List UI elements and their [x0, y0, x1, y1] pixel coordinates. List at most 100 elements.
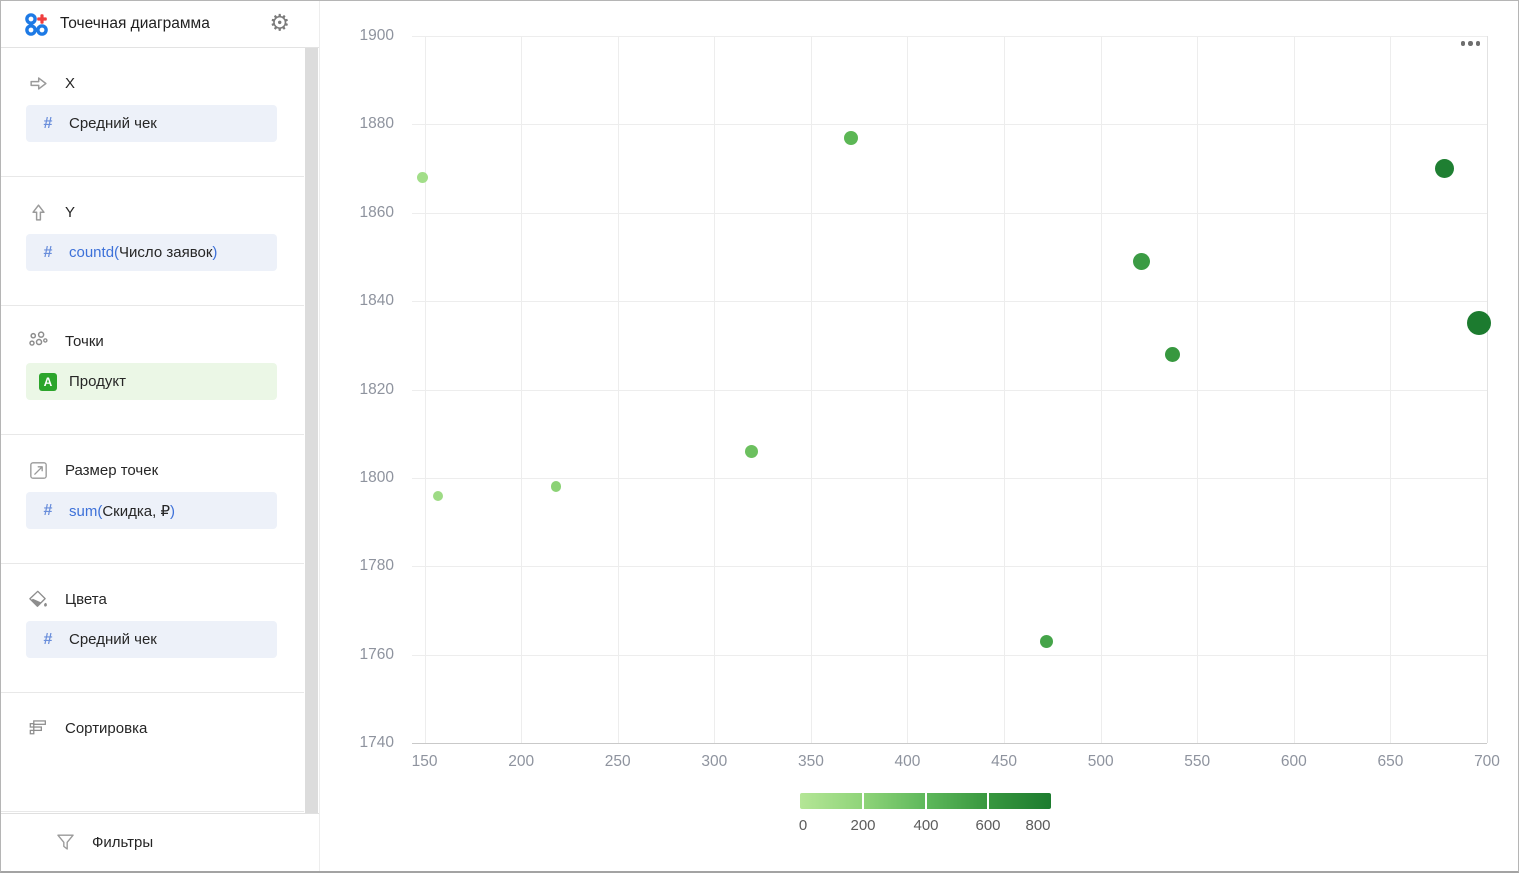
hash-icon: #: [43, 114, 53, 132]
x-tick-label: 550: [1184, 753, 1211, 770]
gridline-x: [1487, 36, 1488, 743]
section-label-x: X: [65, 74, 76, 92]
gridline-x: [521, 36, 522, 743]
hash-icon: #: [43, 243, 53, 261]
section-label-colors: Цвета: [65, 590, 107, 608]
gridline-x: [1004, 36, 1005, 743]
gridline-x: [618, 36, 619, 743]
y-tick-label: 1840: [359, 292, 394, 310]
section-label-point-size: Размер точек: [65, 461, 159, 479]
resize-icon: [28, 460, 49, 481]
chart-panel: 150 200 250 300 350 400 450 500 550 600 650 700 1740…: [321, 1, 1518, 871]
field-pill-y[interactable]: # countd(Число заявок): [26, 234, 277, 271]
x-tick-label: 300: [701, 753, 728, 770]
x-tick-label: 400: [894, 753, 921, 770]
field-pill-points[interactable]: A Продукт: [26, 363, 277, 400]
gridline-y: [412, 213, 1487, 214]
data-point[interactable]: [433, 490, 444, 501]
gridline-x: [425, 36, 426, 743]
data-point[interactable]: [1434, 158, 1455, 179]
sidebar-section-sorting: Сортировка: [1, 693, 304, 812]
sidebar-header: Точечная диаграмма ⚙: [1, 1, 319, 48]
x-tick-label: 150: [411, 753, 438, 770]
gridline-x: [811, 36, 812, 743]
gridline-y: [412, 478, 1487, 479]
data-point[interactable]: [417, 171, 429, 183]
section-label-filters: Фильтры: [92, 834, 154, 851]
gear-icon[interactable]: ⚙: [269, 10, 290, 37]
y-tick-label: 1740: [359, 734, 394, 751]
paint-bucket-icon: [28, 589, 49, 610]
data-point[interactable]: [744, 444, 758, 458]
sidebar-section-points: Точки A Продукт: [1, 306, 304, 435]
dots-icon: [28, 330, 49, 352]
gridline-y: [412, 390, 1487, 391]
y-tick-label: 1780: [359, 557, 394, 575]
data-point[interactable]: [550, 481, 562, 492]
sidebar-section-colors: Цвета # Средний чек: [1, 564, 304, 693]
section-label-points: Точки: [65, 332, 104, 350]
gridline-x: [907, 36, 908, 743]
hash-icon: #: [43, 630, 53, 648]
field-pill-x[interactable]: # Средний чек: [26, 105, 277, 142]
sidebar-section-x: X # Средний чек: [1, 48, 304, 177]
field-name: Продукт: [69, 373, 126, 390]
gridline-y: [412, 743, 1487, 744]
gridline-y: [412, 301, 1487, 302]
page-title: Точечная диаграмма: [60, 15, 210, 32]
sidebar-item-filters[interactable]: Фильтры: [1, 813, 319, 871]
legend-tick-label: 400: [913, 817, 939, 834]
legend-tick-label: 200: [850, 817, 876, 834]
legend-tick: [924, 793, 927, 809]
sidebar-scrollbar[interactable]: [304, 48, 318, 813]
field-pill-colors[interactable]: # Средний чек: [26, 621, 277, 658]
sidebar-section-y: Y # countd(Число заявок): [1, 177, 304, 306]
arrow-up-icon: [28, 202, 49, 223]
data-point[interactable]: [844, 130, 859, 145]
gridline-x: [1390, 36, 1391, 743]
x-tick-label: 250: [604, 753, 631, 770]
field-name: sum(Скидка, ₽): [69, 502, 175, 520]
y-tick-label: 1800: [359, 468, 394, 486]
color-legend-gradient: [800, 793, 1051, 809]
scatter-chart-logo-icon: [23, 11, 50, 38]
y-tick-label: 1880: [359, 115, 394, 133]
gridline-x: [714, 36, 715, 743]
sort-icon: [28, 718, 49, 739]
section-label-sorting: Сортировка: [65, 719, 148, 737]
x-tick-label: 650: [1377, 753, 1404, 770]
field-pill-point-size[interactable]: # sum(Скидка, ₽): [26, 492, 277, 529]
letter-a-icon: A: [39, 372, 57, 391]
x-tick-label: 350: [797, 753, 824, 770]
more-menu-button[interactable]: [1459, 39, 1483, 48]
section-label-y: Y: [65, 203, 76, 221]
y-tick-label: 1760: [359, 645, 394, 663]
field-name: Средний чек: [69, 115, 157, 132]
legend-tick: [987, 793, 990, 809]
scatter-plot: [412, 36, 1492, 744]
x-tick-label: 500: [1087, 753, 1114, 770]
arrow-right-icon: [28, 73, 49, 94]
field-name: countd(Число заявок): [69, 244, 218, 261]
funnel-icon: [55, 832, 76, 853]
hash-icon: #: [43, 501, 53, 519]
field-name: Средний чек: [69, 631, 157, 648]
y-tick-label: 1860: [359, 203, 394, 221]
gridline-x: [1294, 36, 1295, 743]
sidebar: Точечная диаграмма ⚙ X # Средний чек Y # coun…: [1, 1, 320, 871]
legend-tick-label: 0: [798, 817, 808, 834]
x-tick-label: 600: [1280, 753, 1307, 770]
y-tick-label: 1900: [359, 27, 394, 44]
x-tick-label: 200: [508, 753, 535, 770]
y-tick-label: 1820: [359, 380, 394, 398]
x-tick-label: 450: [991, 753, 1017, 770]
data-point[interactable]: [1164, 346, 1180, 362]
gridline-y: [412, 655, 1487, 656]
scrollbar-thumb[interactable]: [305, 48, 318, 813]
data-point[interactable]: [1132, 252, 1150, 270]
data-point[interactable]: [1467, 311, 1492, 336]
legend-tick: [861, 793, 864, 809]
gridline-y: [412, 36, 1487, 37]
data-point[interactable]: [1039, 634, 1054, 649]
